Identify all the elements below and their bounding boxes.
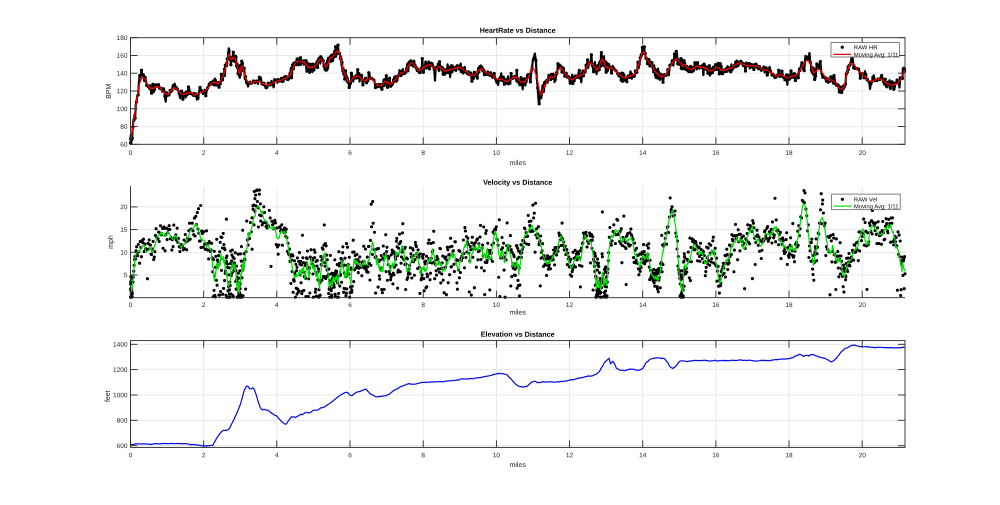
svg-text:0: 0	[129, 150, 133, 157]
svg-text:feet: feet	[105, 390, 112, 402]
svg-text:18: 18	[785, 452, 793, 459]
svg-text:160: 160	[117, 53, 128, 60]
svg-text:14: 14	[639, 150, 647, 157]
svg-text:180: 180	[117, 35, 128, 42]
svg-text:1000: 1000	[113, 392, 128, 399]
svg-text:1400: 1400	[113, 342, 128, 349]
svg-text:5: 5	[124, 272, 128, 279]
svg-text:100: 100	[117, 106, 128, 113]
svg-text:18: 18	[785, 150, 793, 157]
svg-text:120: 120	[117, 88, 128, 95]
svg-text:20: 20	[859, 452, 867, 459]
svg-text:10: 10	[493, 150, 501, 157]
svg-text:60: 60	[120, 142, 128, 149]
svg-text:18: 18	[785, 302, 793, 309]
svg-text:2: 2	[202, 150, 206, 157]
svg-text:20: 20	[859, 302, 867, 309]
svg-text:12: 12	[566, 452, 574, 459]
svg-text:80: 80	[120, 124, 128, 131]
svg-text:Elevation vs Distance: Elevation vs Distance	[481, 330, 555, 339]
svg-text:14: 14	[639, 302, 647, 309]
svg-text:miles: miles	[510, 462, 527, 469]
svg-text:2: 2	[202, 302, 206, 309]
svg-text:Moving Avg: 1/11: Moving Avg: 1/11	[854, 53, 899, 59]
svg-text:12: 12	[566, 302, 574, 309]
svg-text:10: 10	[493, 452, 501, 459]
svg-text:10: 10	[493, 302, 501, 309]
svg-text:20: 20	[120, 204, 128, 211]
svg-text:6: 6	[348, 302, 352, 309]
svg-text:10: 10	[120, 250, 128, 257]
svg-text:6: 6	[348, 150, 352, 157]
svg-text:0: 0	[129, 452, 133, 459]
svg-text:15: 15	[120, 227, 128, 234]
svg-text:mph: mph	[108, 235, 115, 249]
svg-text:16: 16	[712, 452, 720, 459]
svg-text:Moving Avg: 1/11: Moving Avg: 1/11	[854, 204, 899, 210]
svg-text:miles: miles	[510, 160, 527, 167]
svg-text:RAW Vel: RAW Vel	[854, 198, 877, 204]
svg-text:14: 14	[639, 452, 647, 459]
svg-text:8: 8	[421, 150, 425, 157]
svg-text:8: 8	[421, 302, 425, 309]
svg-text:0: 0	[129, 302, 133, 309]
svg-text:miles: miles	[510, 310, 527, 317]
svg-text:1200: 1200	[113, 367, 128, 374]
svg-text:6: 6	[348, 452, 352, 459]
svg-text:20: 20	[859, 150, 867, 157]
svg-text:Velocity vs Distance: Velocity vs Distance	[483, 178, 552, 187]
svg-text:4: 4	[275, 302, 279, 309]
svg-text:8: 8	[421, 452, 425, 459]
svg-text:12: 12	[566, 150, 574, 157]
svg-text:140: 140	[117, 70, 128, 77]
svg-text:600: 600	[117, 443, 128, 450]
svg-text:BPM: BPM	[106, 84, 113, 99]
svg-text:800: 800	[117, 418, 128, 425]
svg-text:HeartRate vs Distance: HeartRate vs Distance	[480, 26, 556, 35]
svg-text:16: 16	[712, 302, 720, 309]
svg-text:4: 4	[275, 150, 279, 157]
svg-text:16: 16	[712, 150, 720, 157]
svg-text:RAW HR: RAW HR	[854, 45, 878, 51]
svg-text:4: 4	[275, 452, 279, 459]
svg-text:2: 2	[202, 452, 206, 459]
